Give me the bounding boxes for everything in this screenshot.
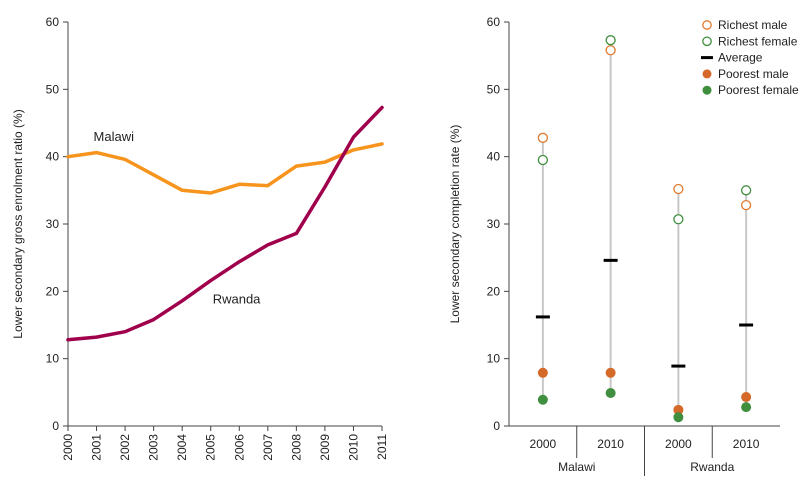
y-tick-label: 60 (46, 15, 60, 29)
completion-dot-chart: 0 10 20 30 40 50 60 Lower secondary completion … (448, 15, 799, 478)
legend-label: Richest female (718, 34, 798, 48)
y-tick-label: 50 (46, 82, 60, 96)
y-tick-label: 40 (46, 150, 60, 164)
x-country-label: Rwanda (690, 460, 734, 474)
x-year-label: 2000 (530, 437, 557, 451)
y-tick-label: 30 (487, 217, 501, 231)
x-tick-label: 2005 (204, 434, 218, 461)
x-tick-label: 2008 (289, 434, 303, 461)
richest-female-point (537, 154, 549, 166)
x-year-label: 2000 (665, 437, 692, 451)
x-tick-label: 2000 (61, 434, 75, 461)
richest-male-point (740, 199, 752, 211)
series-label-malawi: Malawi (94, 129, 135, 144)
x-tick-label: 2006 (232, 434, 246, 461)
y-tick-label: 20 (487, 284, 501, 298)
x-country-label: Malawi (558, 460, 595, 474)
legend-label: Average (718, 51, 763, 65)
x-tick-label: 2010 (346, 434, 360, 461)
y-tick-label: 10 (46, 352, 60, 366)
poorest-male-point (537, 367, 548, 378)
series-line-malawi (66, 142, 384, 195)
y-axis-title: Lower secondary gross enrolment ratio (%… (11, 109, 25, 338)
poorest-female-point (605, 388, 616, 399)
richest-female-point (673, 214, 684, 225)
richest-male-point (605, 45, 616, 56)
y-axis-title: Lower secondary completion rate (%) (448, 125, 462, 324)
poorest-female-point (537, 394, 548, 405)
y-tick-label: 30 (46, 217, 60, 231)
x-tick-label: 2002 (118, 434, 132, 461)
enrolment-line-chart: 0 10 20 30 40 50 60 2000 2001 2002 2003 2004 2005 200… (11, 15, 389, 461)
y-tick-label: 0 (493, 419, 500, 433)
x-tick-label: 2009 (318, 434, 332, 461)
x-tick-label: 2004 (175, 434, 189, 461)
y-tick-label: 10 (487, 352, 501, 366)
poorest-male-point (673, 404, 684, 415)
legend-marker-poorest-male (702, 69, 712, 79)
y-tick-label: 40 (487, 150, 501, 164)
richest-male-point (537, 132, 549, 143)
poorest-female-point (741, 402, 752, 413)
legend-label: Poorest female (718, 83, 799, 97)
x-tick-label: 2003 (147, 434, 161, 461)
x-tick-label: 2001 (90, 434, 104, 461)
y-tick-label: 20 (46, 284, 60, 298)
richest-male-point (673, 183, 684, 195)
legend-marker-richest-female (702, 36, 712, 47)
x-tick-label: 2011 (375, 434, 389, 460)
poorest-female-point (673, 412, 684, 423)
series-label-rwanda: Rwanda (213, 292, 261, 307)
richest-female-point (605, 35, 616, 46)
legend-label: Poorest male (718, 67, 789, 81)
series-line-rwanda (66, 105, 384, 342)
richest-female-point (740, 185, 752, 196)
poorest-male-point (605, 367, 616, 378)
legend-label: Richest male (718, 18, 788, 32)
x-year-label: 2010 (733, 437, 760, 451)
y-tick-label: 60 (487, 15, 501, 29)
poorest-male-point (741, 392, 752, 403)
legend-marker-poorest-female (702, 85, 712, 95)
y-tick-label: 0 (52, 419, 59, 433)
y-tick-label: 50 (487, 82, 501, 96)
x-tick-label: 2007 (261, 434, 275, 461)
x-year-label: 2010 (597, 437, 624, 451)
legend-marker-richest-male (702, 20, 712, 30)
